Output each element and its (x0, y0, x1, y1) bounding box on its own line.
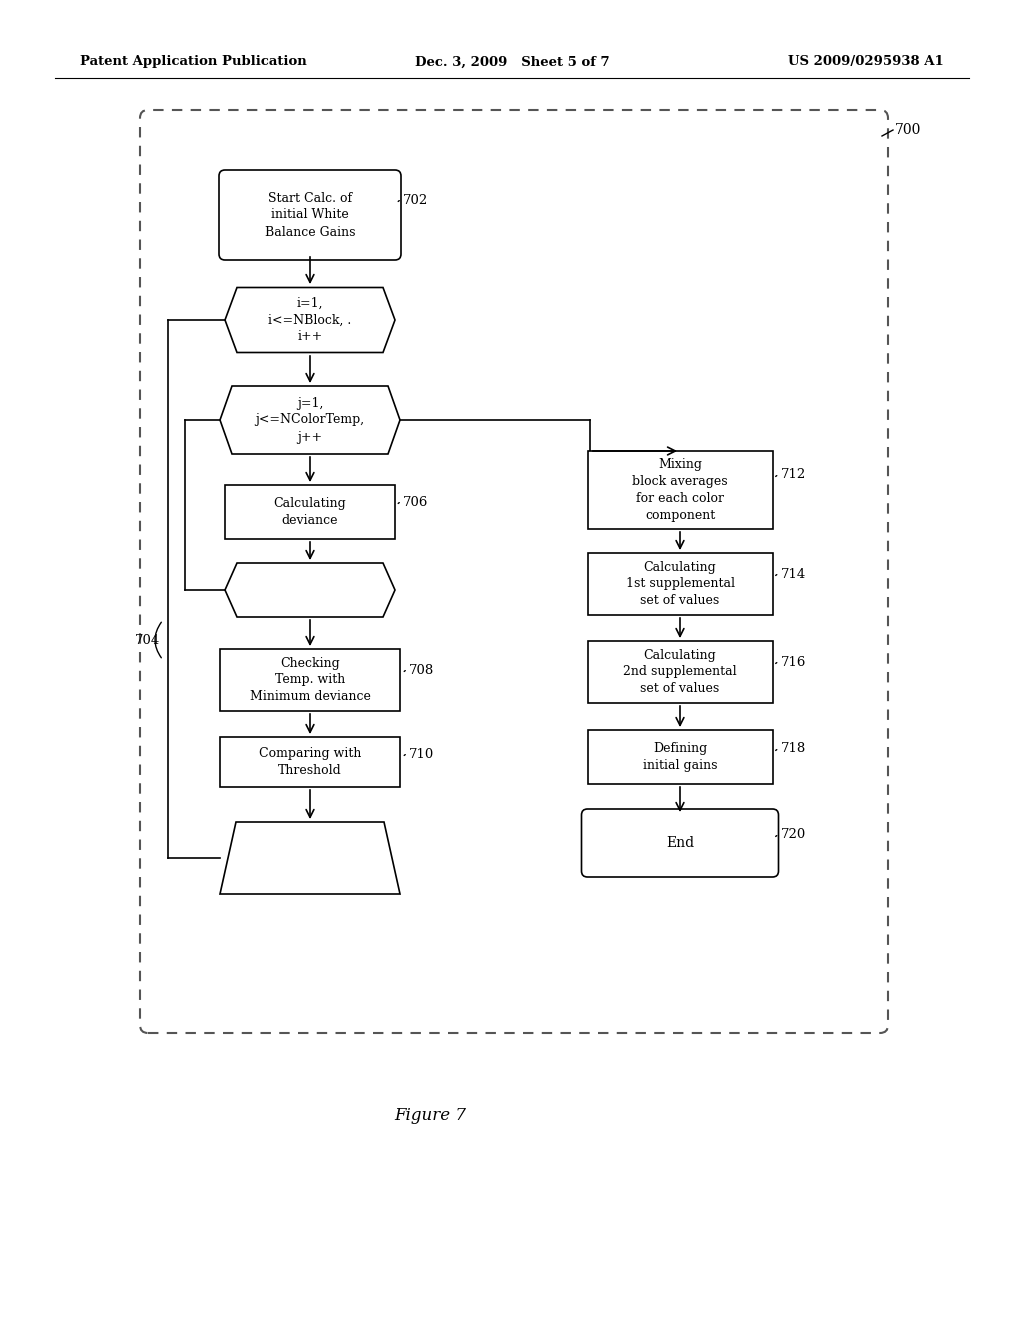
Bar (588, 553, 772, 615)
Bar (225, 484, 395, 539)
Bar (220, 737, 400, 787)
Text: 702: 702 (403, 194, 428, 206)
Text: 712: 712 (780, 469, 806, 482)
FancyBboxPatch shape (582, 809, 778, 876)
Text: 704: 704 (135, 634, 160, 647)
Text: 714: 714 (780, 568, 806, 581)
Text: 720: 720 (780, 829, 806, 842)
Text: 700: 700 (895, 123, 922, 137)
Text: Calculating
1st supplemental
set of values: Calculating 1st supplemental set of valu… (626, 561, 734, 607)
Text: Comparing with
Threshold: Comparing with Threshold (259, 747, 361, 777)
Text: Figure 7: Figure 7 (394, 1106, 466, 1123)
Bar (588, 642, 772, 704)
Text: j=1,
j<=NColorTemp,
j++: j=1, j<=NColorTemp, j++ (255, 396, 365, 444)
Text: US 2009/0295938 A1: US 2009/0295938 A1 (788, 55, 944, 69)
Text: 718: 718 (780, 742, 806, 755)
Text: i=1,
i<=NBlock, .
i++: i=1, i<=NBlock, . i++ (268, 297, 351, 343)
Text: Calculating
deviance: Calculating deviance (273, 498, 346, 527)
Polygon shape (220, 822, 400, 894)
Polygon shape (225, 564, 395, 616)
Text: 708: 708 (409, 664, 434, 676)
Bar (588, 730, 772, 784)
Bar (220, 649, 400, 711)
Polygon shape (225, 288, 395, 352)
Polygon shape (220, 385, 400, 454)
Text: Start Calc. of
initial White
Balance Gains: Start Calc. of initial White Balance Gai… (265, 191, 355, 239)
Text: Patent Application Publication: Patent Application Publication (80, 55, 307, 69)
Text: Calculating
2nd supplemental
set of values: Calculating 2nd supplemental set of valu… (624, 648, 737, 696)
Text: 716: 716 (780, 656, 806, 668)
Text: Checking
Temp. with
Minimum deviance: Checking Temp. with Minimum deviance (250, 656, 371, 704)
Text: 710: 710 (409, 747, 434, 760)
Text: 706: 706 (403, 495, 428, 508)
Text: Mixing
block averages
for each color
component: Mixing block averages for each color com… (632, 458, 728, 521)
FancyBboxPatch shape (219, 170, 401, 260)
Bar (588, 451, 772, 529)
Text: Defining
initial gains: Defining initial gains (643, 742, 717, 772)
Text: End: End (666, 836, 694, 850)
Text: Dec. 3, 2009   Sheet 5 of 7: Dec. 3, 2009 Sheet 5 of 7 (415, 55, 609, 69)
